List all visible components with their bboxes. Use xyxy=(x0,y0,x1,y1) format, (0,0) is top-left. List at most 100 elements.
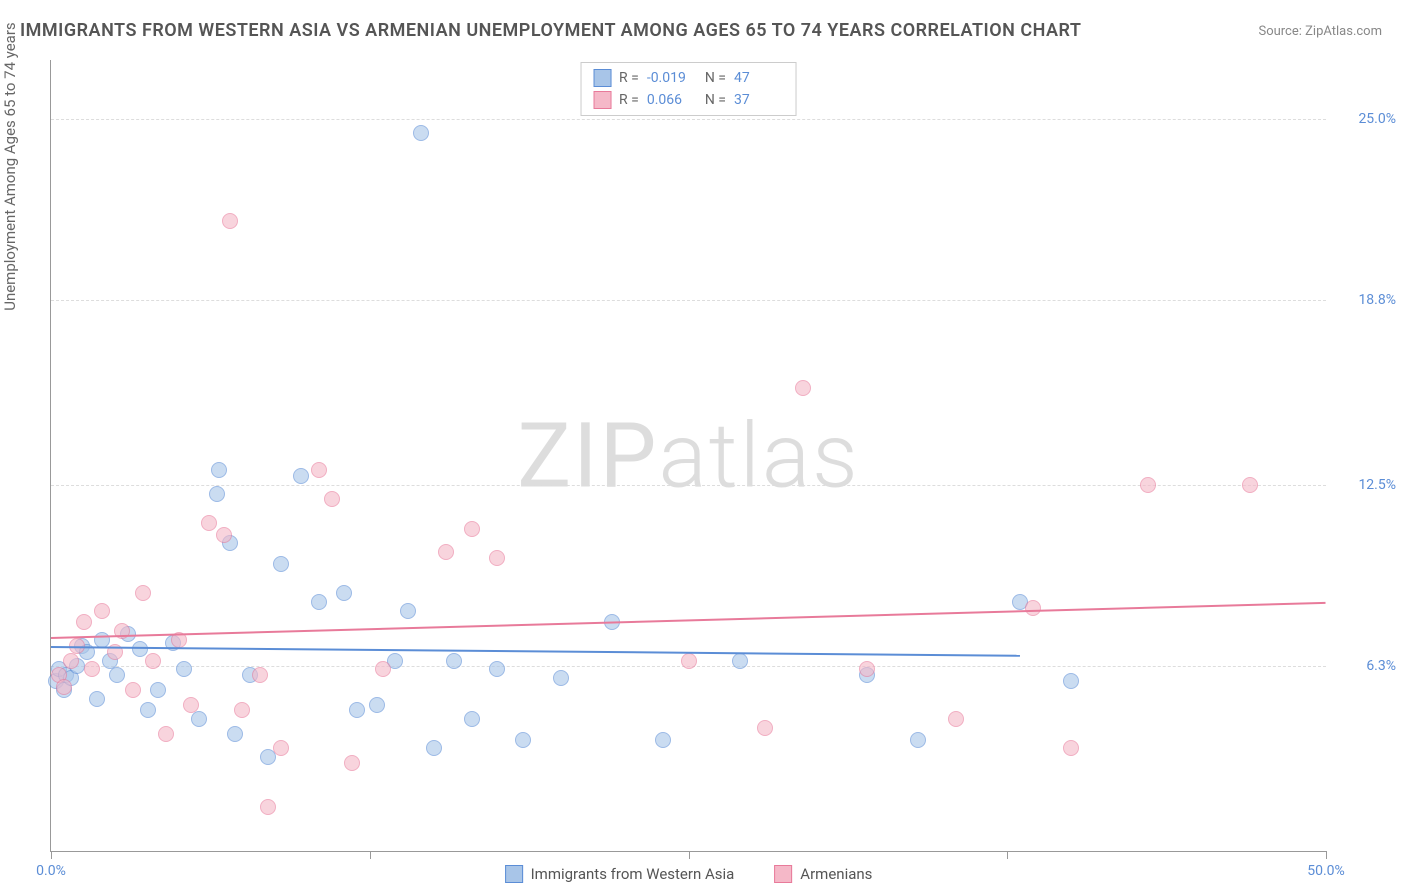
y-tick-label: 12.5% xyxy=(1336,477,1396,493)
legend-swatch-series2 xyxy=(774,865,792,883)
data-point xyxy=(948,711,964,727)
data-point xyxy=(273,740,289,756)
x-tick xyxy=(1007,851,1008,859)
gridline xyxy=(51,119,1326,120)
data-point xyxy=(1140,477,1156,493)
chart-title: IMMIGRANTS FROM WESTERN ASIA VS ARMENIAN… xyxy=(20,20,1081,41)
swatch-series1 xyxy=(593,69,611,87)
data-point xyxy=(489,661,505,677)
r-label: R = xyxy=(619,70,639,86)
data-point xyxy=(732,653,748,669)
data-point xyxy=(1242,477,1258,493)
data-point xyxy=(150,682,166,698)
data-point xyxy=(311,462,327,478)
r-value-series2: 0.066 xyxy=(647,92,697,108)
data-point xyxy=(349,702,365,718)
data-point xyxy=(400,603,416,619)
data-point xyxy=(222,213,238,229)
data-point xyxy=(183,697,199,713)
data-point xyxy=(515,732,531,748)
stats-legend-box: R = -0.019 N = 47 R = 0.066 N = 37 xyxy=(580,62,797,116)
trend-line xyxy=(51,602,1326,639)
data-point xyxy=(273,556,289,572)
y-tick-label: 6.3% xyxy=(1336,658,1396,674)
data-point xyxy=(426,740,442,756)
data-point xyxy=(1063,740,1079,756)
data-point xyxy=(140,702,156,718)
data-point xyxy=(489,550,505,566)
data-point xyxy=(324,491,340,507)
legend-label-series1: Immigrants from Western Asia xyxy=(531,865,735,883)
r-value-series1: -0.019 xyxy=(647,70,697,86)
data-point xyxy=(56,679,72,695)
data-point xyxy=(293,468,309,484)
data-point xyxy=(1025,600,1041,616)
trend-line xyxy=(51,646,1020,657)
data-point xyxy=(94,603,110,619)
data-point xyxy=(438,544,454,560)
legend-swatch-series1 xyxy=(505,865,523,883)
gridline xyxy=(51,300,1326,301)
legend-item-series2: Armenians xyxy=(774,865,872,883)
source-attribution: Source: ZipAtlas.com xyxy=(1258,24,1382,39)
data-point xyxy=(446,653,462,669)
n-value-series1: 47 xyxy=(734,70,784,86)
data-point xyxy=(795,380,811,396)
swatch-series2 xyxy=(593,91,611,109)
data-point xyxy=(145,653,161,669)
data-point xyxy=(216,527,232,543)
n-label: N = xyxy=(705,70,726,86)
data-point xyxy=(311,594,327,610)
watermark-light: atlas xyxy=(658,403,859,508)
y-tick-label: 25.0% xyxy=(1336,111,1396,127)
data-point xyxy=(464,711,480,727)
data-point xyxy=(375,661,391,677)
data-point xyxy=(910,732,926,748)
x-tick xyxy=(689,851,690,859)
data-point xyxy=(336,585,352,601)
data-point xyxy=(209,486,225,502)
data-point xyxy=(176,661,192,677)
data-point xyxy=(135,585,151,601)
r-label: R = xyxy=(619,92,639,108)
watermark: ZIPatlas xyxy=(517,403,859,508)
data-point xyxy=(158,726,174,742)
legend-label-series2: Armenians xyxy=(800,865,872,883)
x-tick xyxy=(1326,851,1327,859)
data-point xyxy=(63,653,79,669)
n-label: N = xyxy=(705,92,726,108)
data-point xyxy=(76,614,92,630)
y-axis-label: Unemployment Among Ages 65 to 74 years xyxy=(1,22,19,310)
data-point xyxy=(260,799,276,815)
data-point xyxy=(757,720,773,736)
data-point xyxy=(109,667,125,683)
data-point xyxy=(553,670,569,686)
data-point xyxy=(211,462,227,478)
n-value-series2: 37 xyxy=(734,92,784,108)
data-point xyxy=(201,515,217,531)
data-point xyxy=(1063,673,1079,689)
data-point xyxy=(89,691,105,707)
legend-item-series1: Immigrants from Western Asia xyxy=(505,865,735,883)
x-tick-label: 50.0% xyxy=(1307,863,1345,879)
data-point xyxy=(344,755,360,771)
data-point xyxy=(125,682,141,698)
data-point xyxy=(84,661,100,677)
y-tick-label: 18.8% xyxy=(1336,292,1396,308)
x-tick xyxy=(370,851,371,859)
data-point xyxy=(464,521,480,537)
data-point xyxy=(227,726,243,742)
data-point xyxy=(681,653,697,669)
data-point xyxy=(252,667,268,683)
data-point xyxy=(655,732,671,748)
data-point xyxy=(859,661,875,677)
data-point xyxy=(413,125,429,141)
x-tick xyxy=(51,851,52,859)
stats-row-series1: R = -0.019 N = 47 xyxy=(593,67,784,89)
plot-area: ZIPatlas 6.3%12.5%18.8%25.0% 0.0%50.0% R… xyxy=(50,60,1326,852)
x-tick-label: 0.0% xyxy=(36,863,66,879)
data-point xyxy=(234,702,250,718)
watermark-bold: ZIP xyxy=(517,403,658,508)
bottom-legend: Immigrants from Western Asia Armenians xyxy=(505,865,873,883)
stats-row-series2: R = 0.066 N = 37 xyxy=(593,89,784,111)
